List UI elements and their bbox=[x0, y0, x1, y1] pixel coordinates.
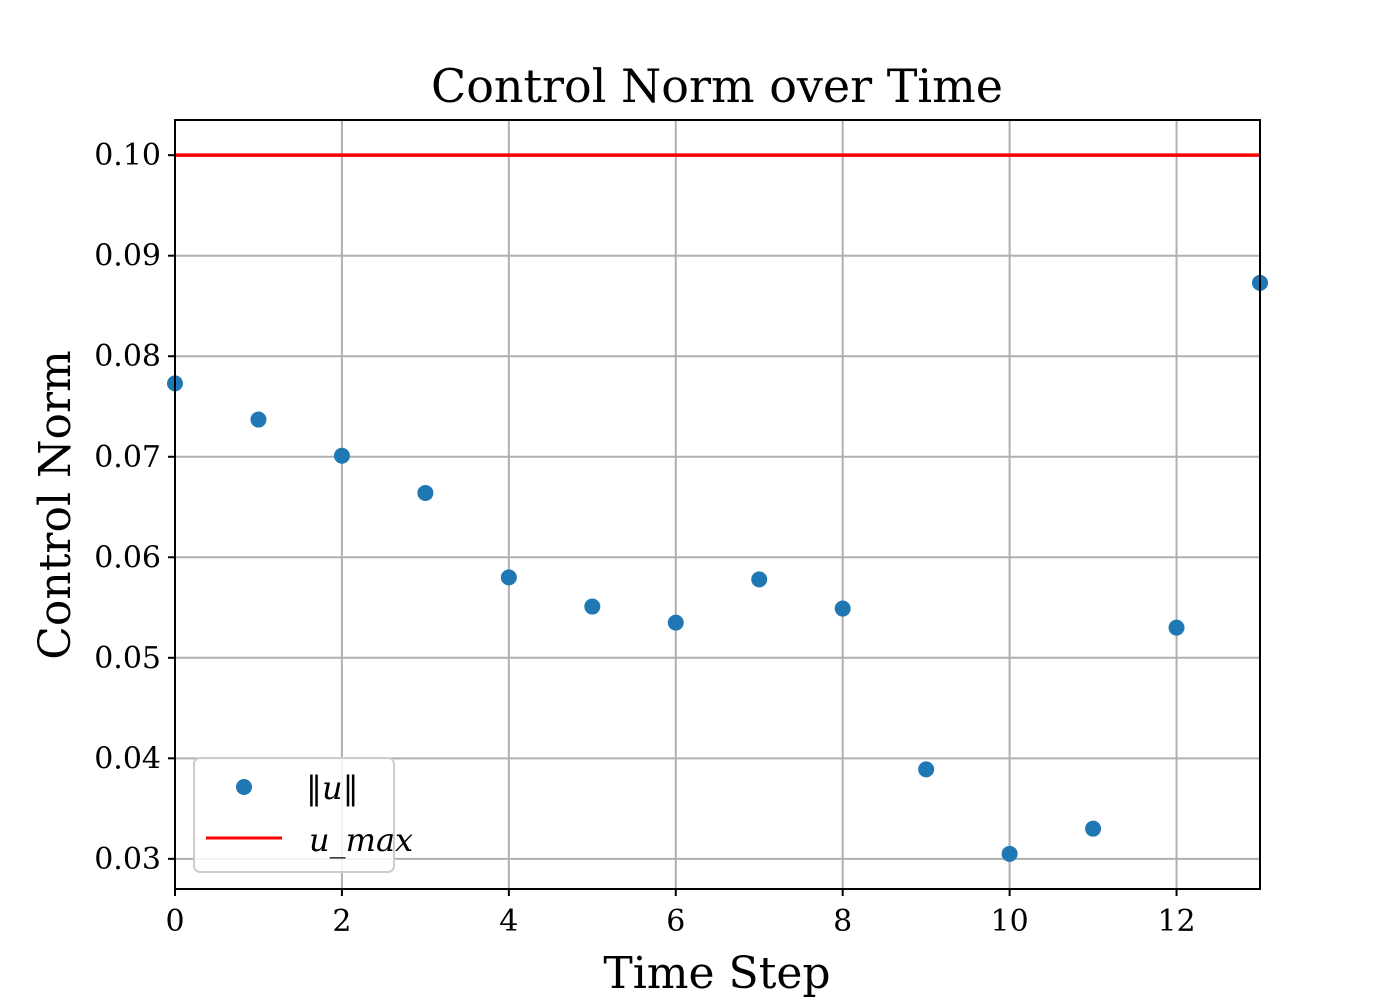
data-point bbox=[1168, 619, 1185, 636]
y-axis-label: Control Norm bbox=[30, 350, 81, 660]
data-point bbox=[751, 571, 768, 588]
x-tick-label: 8 bbox=[833, 904, 852, 939]
y-tick-label: 0.04 bbox=[94, 741, 161, 776]
data-series bbox=[167, 153, 1268, 862]
x-axis-label: Time Step bbox=[603, 948, 830, 999]
y-tick-label: 0.08 bbox=[94, 339, 161, 374]
data-point bbox=[1085, 820, 1102, 837]
y-tick-label: 0.05 bbox=[94, 641, 161, 676]
legend: ‖u‖ u_max bbox=[193, 757, 413, 873]
legend-marker-u-norm bbox=[236, 779, 252, 795]
data-point bbox=[250, 411, 267, 428]
data-point bbox=[918, 761, 935, 778]
y-tick-label: 0.03 bbox=[94, 842, 161, 877]
axis-ticks: 0 2 4 6 8 10 12 0.03 0.04 0.05 0.06 0.07 0.08 0.09 0.1… bbox=[94, 138, 1195, 939]
legend-label-u-norm: ‖u‖ bbox=[306, 769, 359, 807]
data-point bbox=[417, 484, 434, 501]
data-point bbox=[834, 600, 851, 617]
data-point bbox=[500, 569, 517, 586]
x-tick-label: 6 bbox=[666, 904, 685, 939]
plot-frame bbox=[174, 119, 1261, 890]
legend-label-u-max: u_max bbox=[309, 821, 413, 859]
y-tick-label: 0.07 bbox=[94, 440, 161, 475]
data-point bbox=[333, 447, 350, 464]
y-tick-label: 0.09 bbox=[94, 239, 161, 274]
data-point bbox=[1001, 845, 1018, 862]
x-tick-label: 12 bbox=[1157, 904, 1195, 939]
data-point bbox=[584, 598, 601, 615]
x-tick-label: 2 bbox=[332, 904, 351, 939]
y-tick-label: 0.06 bbox=[94, 540, 161, 575]
x-tick-label: 10 bbox=[991, 904, 1029, 939]
data-point bbox=[667, 614, 684, 631]
y-tick-label: 0.10 bbox=[94, 138, 161, 173]
chart-title: Control Norm over Time bbox=[431, 59, 1003, 113]
x-tick-label: 0 bbox=[165, 904, 184, 939]
x-tick-label: 4 bbox=[499, 904, 518, 939]
